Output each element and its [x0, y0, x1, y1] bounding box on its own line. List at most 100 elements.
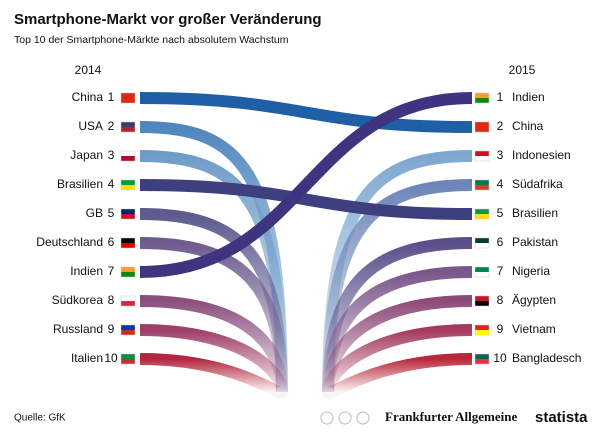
flag-border	[474, 179, 490, 191]
country-label: Vietnam	[512, 322, 556, 336]
country-label: Ägypten	[512, 293, 556, 307]
flag	[475, 354, 489, 359]
flag-border	[120, 150, 136, 162]
flag-border	[120, 121, 136, 133]
flag-border	[474, 266, 490, 278]
country-label: Indien	[512, 90, 545, 104]
flag	[121, 127, 135, 132]
flag	[121, 180, 135, 185]
flag	[475, 238, 489, 243]
country-label: China	[512, 119, 544, 133]
flag-border	[474, 237, 490, 249]
flag	[475, 180, 489, 185]
labels: China 1 China 2 USA 2 Japan 3 Brasilien 4 Brasilie…	[36, 90, 581, 365]
rank-label: 3	[497, 148, 504, 162]
flag-border	[474, 92, 490, 104]
chart-subtitle: Top 10 der Smartphone-Märkte nach absolu…	[14, 34, 289, 46]
rank-label: 2	[108, 119, 115, 133]
flag	[475, 122, 489, 127]
rank-flow	[139, 353, 288, 399]
icon	[320, 411, 334, 425]
country-label: Indonesien	[512, 148, 571, 162]
flag	[475, 359, 489, 364]
flag	[475, 272, 489, 277]
flag-border	[120, 208, 136, 220]
flag-border	[120, 266, 136, 278]
flag	[475, 93, 489, 98]
flag-border	[120, 295, 136, 307]
flag	[121, 325, 135, 330]
flag	[475, 325, 489, 330]
flag-border	[474, 324, 490, 336]
rank-label: 5	[108, 206, 115, 220]
country-label: Brasilien	[512, 206, 558, 220]
flag-border	[120, 179, 136, 191]
flag-border	[120, 237, 136, 249]
flag-border	[474, 208, 490, 220]
country-label: Nigeria	[512, 264, 550, 278]
flag	[121, 93, 135, 98]
rank-label: 9	[108, 322, 115, 336]
country-label: Pakistan	[512, 235, 558, 249]
flag	[475, 185, 489, 190]
license-icons	[320, 411, 370, 425]
rank-label: 3	[108, 148, 115, 162]
rank-flow	[322, 324, 473, 393]
logo-faz: Frankfurter Allgemeine	[385, 409, 517, 424]
icon	[338, 411, 352, 425]
flag	[475, 267, 489, 272]
rank-flow	[322, 353, 473, 399]
chart-title: Smartphone-Markt vor großer Veränderung	[14, 11, 322, 28]
source: Quelle: GfK	[14, 413, 66, 424]
flag	[121, 296, 135, 301]
flag	[475, 301, 489, 306]
flag	[121, 156, 135, 161]
rank-label: 7	[108, 264, 115, 278]
rank-flow	[139, 179, 473, 220]
country-label: China	[72, 90, 104, 104]
flag-border	[120, 353, 136, 365]
rank-label: 5	[497, 206, 504, 220]
right-year: 2015	[509, 63, 536, 77]
flag	[121, 214, 135, 219]
rank-label: 8	[108, 293, 115, 307]
flag-border	[120, 92, 136, 104]
flag	[121, 185, 135, 190]
flag-border	[474, 121, 490, 133]
country-label: Brasilien	[57, 177, 103, 191]
rank-label: 10	[104, 351, 118, 365]
country-label: Indien	[70, 264, 103, 278]
flag	[121, 209, 135, 214]
flag	[121, 122, 135, 127]
flag	[121, 301, 135, 306]
flag	[121, 354, 135, 359]
rank-label: 1	[497, 90, 504, 104]
flag	[121, 330, 135, 335]
flag	[475, 127, 489, 132]
flag-border	[120, 324, 136, 336]
curves	[139, 92, 473, 399]
country-label: GB	[86, 206, 103, 220]
flag	[475, 156, 489, 161]
country-label: Japan	[70, 148, 103, 162]
flag	[121, 272, 135, 277]
flag	[121, 359, 135, 364]
logo-statista: statista	[535, 409, 588, 426]
flag	[475, 98, 489, 103]
rank-label: 9	[497, 322, 504, 336]
country-label: Südafrika	[512, 177, 563, 191]
rank-label: 2	[497, 119, 504, 133]
flag	[121, 243, 135, 248]
rank-label: 6	[497, 235, 504, 249]
flag	[121, 98, 135, 103]
rank-flow	[139, 237, 288, 393]
flag	[475, 151, 489, 156]
rank-flow	[139, 92, 473, 133]
country-label: Italien	[71, 351, 103, 365]
rank-label: 1	[108, 90, 115, 104]
icon	[356, 411, 370, 425]
flag-border	[474, 295, 490, 307]
country-label: Russland	[53, 322, 103, 336]
rank-label: 4	[108, 177, 115, 191]
flag-border	[474, 150, 490, 162]
